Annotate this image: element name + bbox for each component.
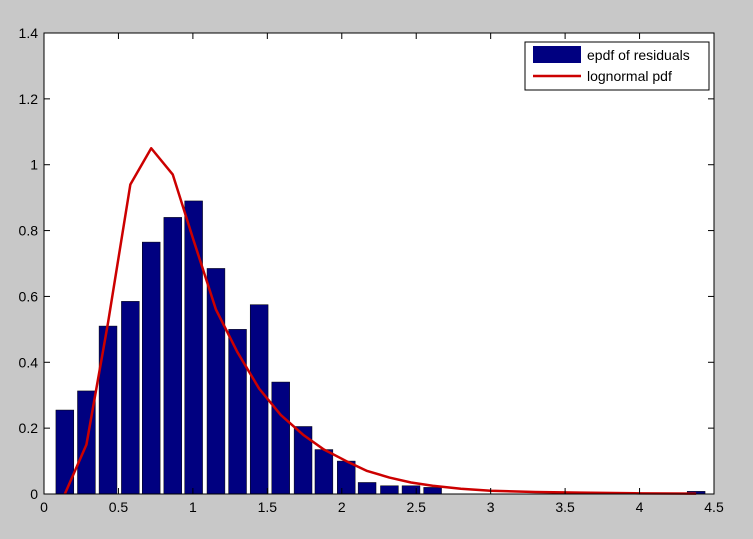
bar-series-epdf [55,200,706,495]
x-tick-label: 1 [189,499,197,515]
bar [206,268,226,495]
x-tick-label: 2 [338,499,346,515]
line-series-lognormal-pdf [63,147,697,495]
bar [314,449,334,495]
y-axis: 0 0.2 0.4 0.6 0.8 1 1.2 1.4 [19,25,714,502]
y-tick-label: 0.6 [19,288,39,304]
legend-swatch-bar [533,46,581,63]
legend: epdf of residuals lognormal pdf [524,41,710,91]
bar [401,485,421,495]
plot-frame [43,32,715,495]
bar [121,301,140,495]
x-tick-label: 2.5 [406,499,426,515]
bar [337,460,356,495]
bar [249,304,269,495]
x-tick-label: 4 [636,499,644,515]
legend-label-epdf: epdf of residuals [587,47,690,63]
y-tick-label: 1.4 [19,25,39,41]
x-tick-label: 3.5 [555,499,575,515]
x-tick-label: 0 [40,499,48,515]
x-axis: 0 0.5 1 1.5 2 2.5 3 3.5 4 4.5 [40,33,724,515]
bar [142,241,161,495]
bar [163,217,182,495]
bar [357,482,377,495]
bar [184,200,203,495]
x-tick-label: 3 [487,499,495,515]
x-tick-label: 4.5 [704,499,724,515]
bar [380,485,399,495]
bar [271,381,290,495]
legend-label-lognormal: lognormal pdf [587,68,672,84]
bar [293,426,313,495]
y-tick-label: 0.8 [19,223,39,239]
y-tick-label: 0 [30,486,38,502]
x-tick-label: 1.5 [258,499,278,515]
y-tick-label: 1 [30,157,38,173]
y-tick-label: 1.2 [19,91,39,107]
y-tick-label: 0.4 [19,354,39,370]
bar [423,487,442,495]
y-tick-label: 0.2 [19,420,39,436]
x-tick-label: 0.5 [109,499,129,515]
